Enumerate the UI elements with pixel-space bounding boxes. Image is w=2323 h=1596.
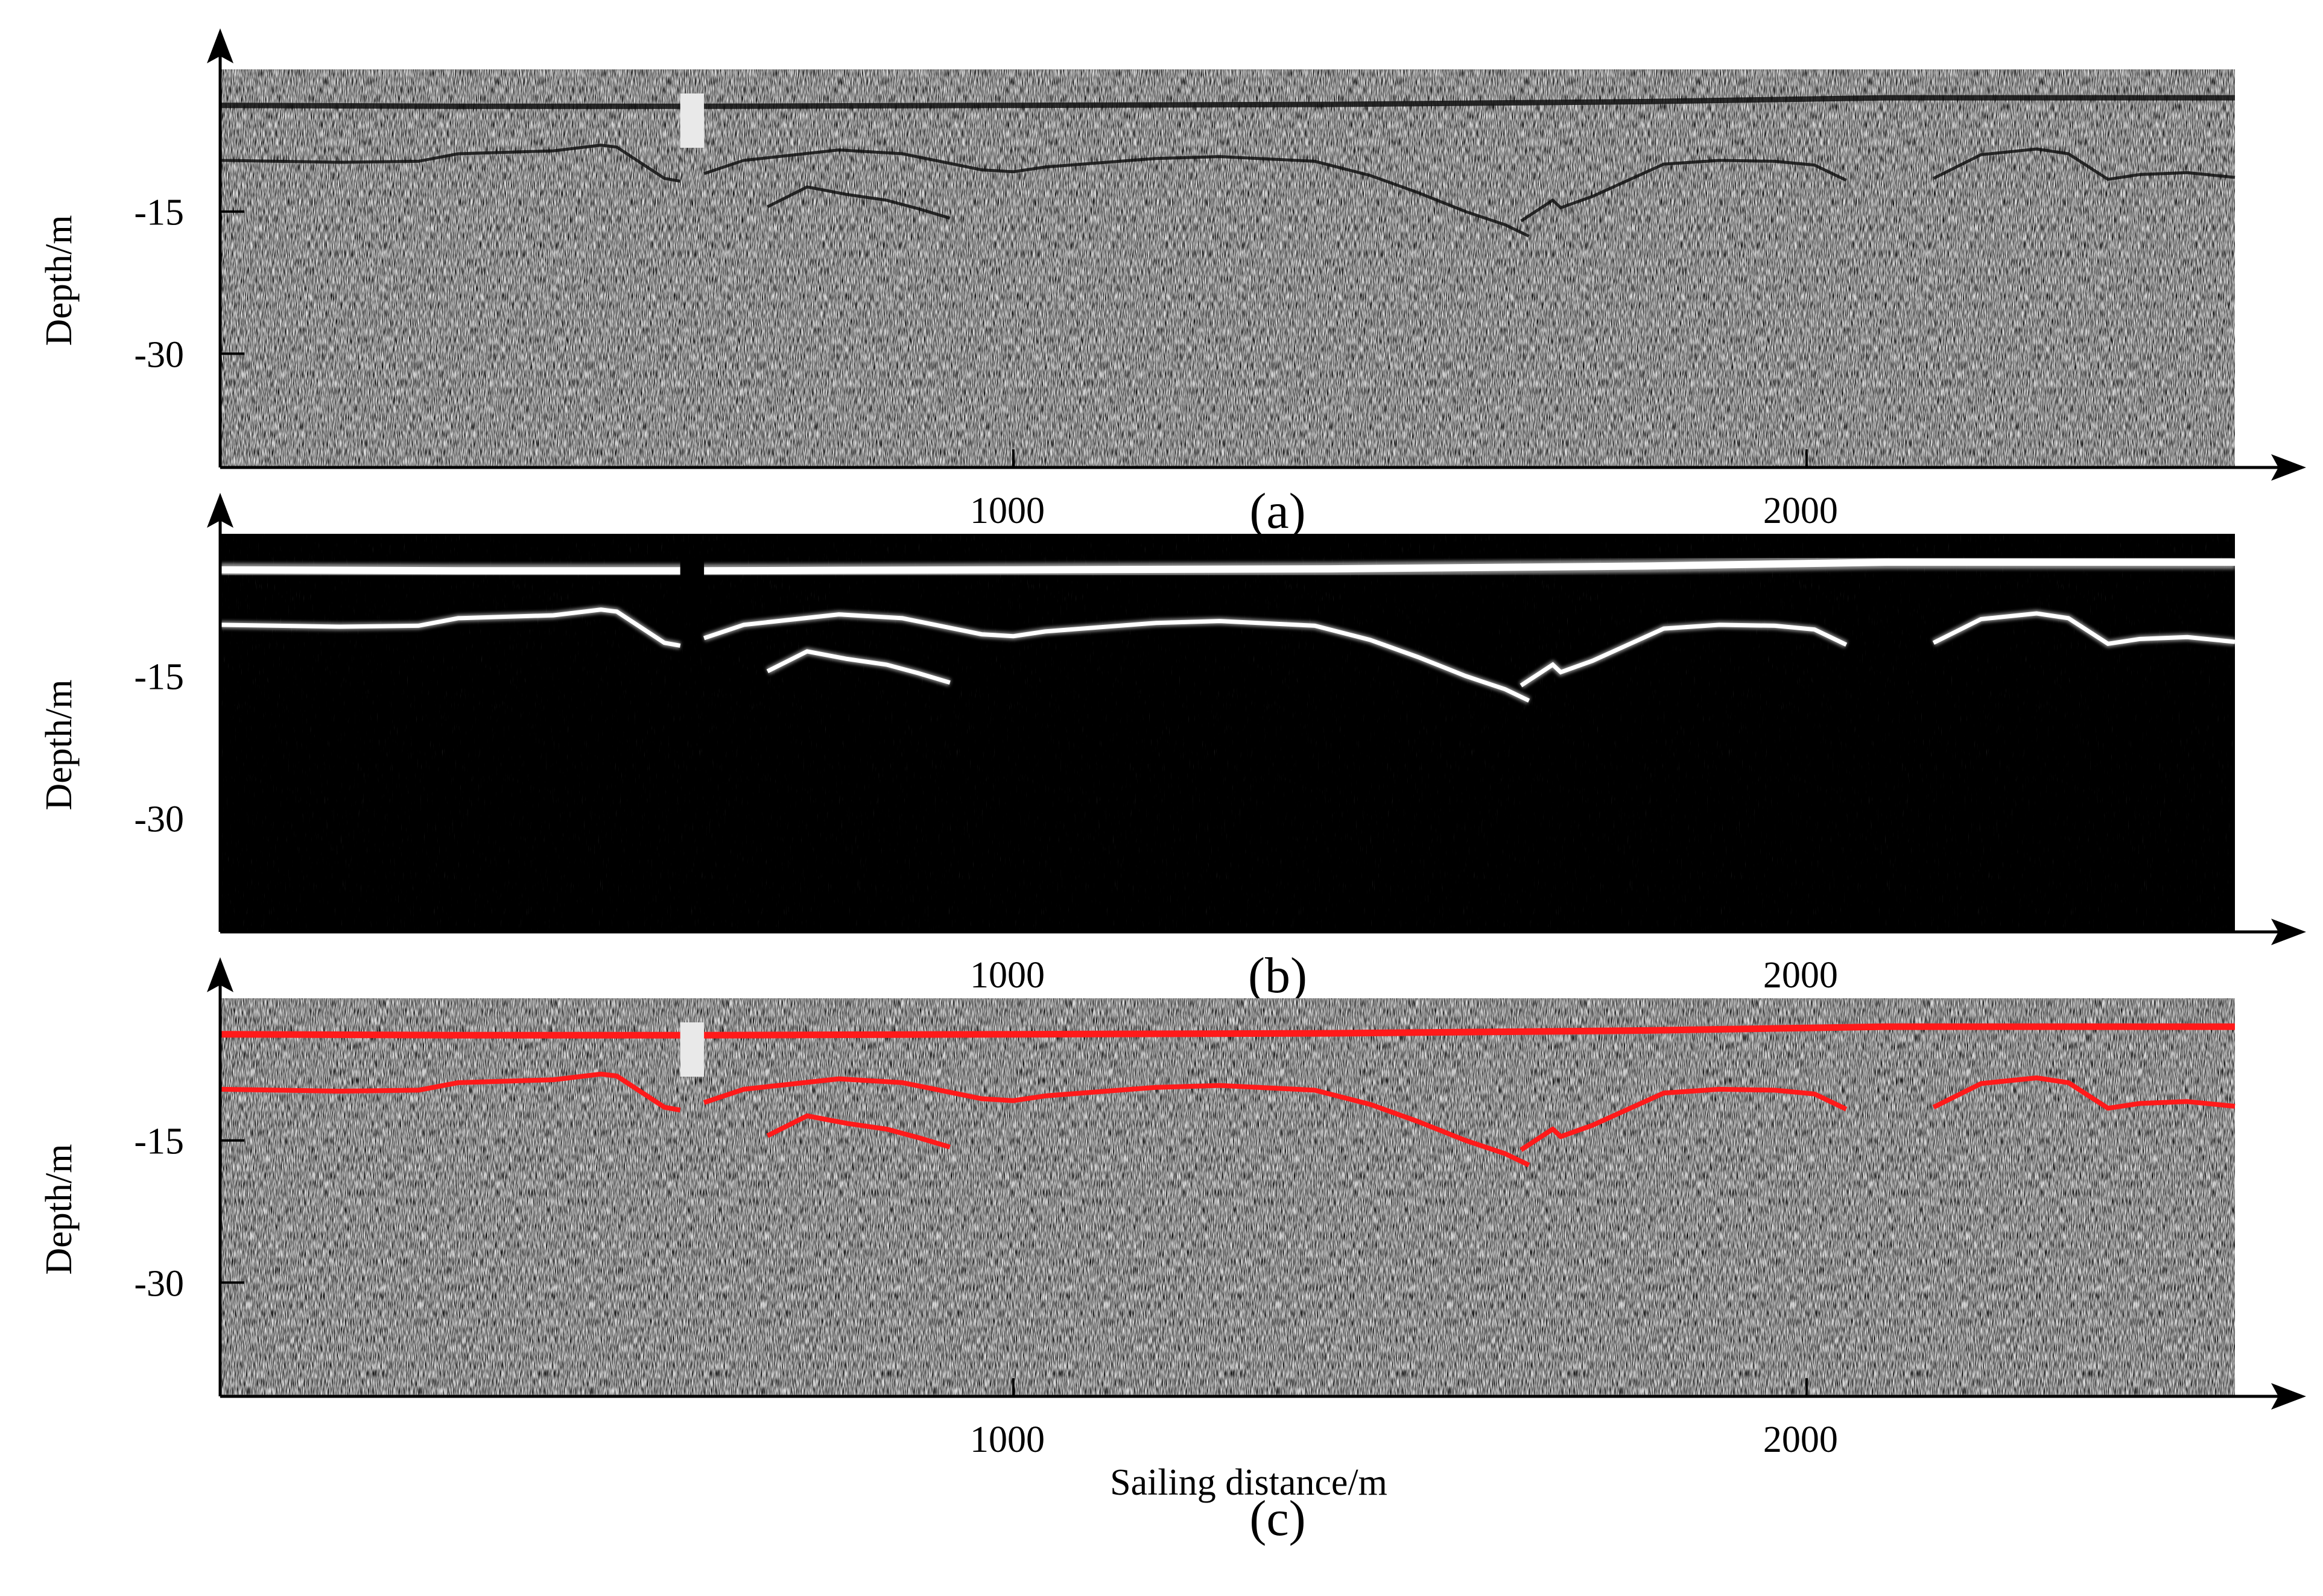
reflector-seabed bbox=[220, 559, 2235, 575]
data-gap bbox=[680, 1022, 705, 1077]
y-tick-label: -30 bbox=[134, 1263, 184, 1304]
panel-label: (a) bbox=[1249, 483, 1305, 539]
panel-label: (b) bbox=[1248, 948, 1307, 1004]
y-tick-label: -15 bbox=[134, 192, 184, 233]
x-tick-label: 2000 bbox=[1763, 1419, 1838, 1460]
detected-boundary-sub-bottom-3 bbox=[1520, 1086, 1848, 1152]
reflector-sub-bottom-1 bbox=[220, 607, 681, 648]
reflector-sub-bottom-3 bbox=[1520, 159, 1847, 223]
panel-a: -15 -30 1000 2000 Depth/m (a) bbox=[39, 28, 2306, 539]
x-tick-label: 2000 bbox=[1763, 490, 1838, 531]
reflector-sub-bottom-2 bbox=[703, 148, 1530, 238]
x-axis-title: Sailing distance/m bbox=[1110, 1462, 1387, 1503]
detected-boundary-sub-bottom-1 bbox=[220, 1071, 681, 1113]
reflector-sub-bottom-2 bbox=[703, 612, 1530, 703]
x-axis-arrow bbox=[2271, 1383, 2306, 1410]
panel-c: -15 -30 1000 2000 Depth/m (c) bbox=[39, 957, 2306, 1547]
x-tick-label: 1000 bbox=[970, 490, 1045, 531]
reflector-sub-bottom-4 bbox=[1933, 147, 2236, 181]
x-tick-label: 1000 bbox=[970, 955, 1045, 996]
data-gap bbox=[680, 558, 705, 612]
profile-noise-texture bbox=[220, 998, 2235, 1396]
profile-noise-texture bbox=[220, 534, 2235, 932]
y-tick-label: -30 bbox=[134, 799, 184, 840]
y-axis-arrow bbox=[207, 493, 233, 528]
y-axis-title: Depth/m bbox=[39, 680, 80, 811]
x-tick-label: 2000 bbox=[1763, 955, 1838, 996]
y-tick-label: -15 bbox=[134, 657, 184, 698]
panel-b: -15 -30 1000 2000 Depth/m (b) bbox=[39, 493, 2306, 1004]
reflector-deep-1 bbox=[767, 185, 951, 220]
panel-label: (c) bbox=[1249, 1490, 1305, 1547]
detected-boundary-sub-bottom-4 bbox=[1932, 1075, 2236, 1111]
detected-boundary-deep-1 bbox=[766, 1113, 951, 1150]
x-axis-arrow bbox=[2271, 454, 2306, 481]
reflector-sub-bottom-4 bbox=[1932, 611, 2236, 646]
x-axis-arrow bbox=[2271, 919, 2306, 945]
profile-noise-texture bbox=[220, 69, 2235, 467]
y-axis-title: Depth/m bbox=[39, 215, 80, 346]
detected-boundary-sub-bottom-2 bbox=[703, 1076, 1530, 1168]
y-axis-arrow bbox=[207, 957, 233, 992]
x-tick-label: 1000 bbox=[970, 1419, 1045, 1460]
data-gap bbox=[680, 93, 705, 148]
y-tick-label: -30 bbox=[134, 334, 184, 375]
detected-boundary-seabed bbox=[220, 1023, 2235, 1039]
reflector-sub-bottom-1 bbox=[220, 144, 681, 183]
reflector-seabed bbox=[220, 95, 2235, 109]
y-axis-arrow bbox=[207, 28, 233, 63]
reflector-sub-bottom-3 bbox=[1520, 622, 1848, 688]
reflector-deep-1 bbox=[766, 649, 951, 685]
y-axis-title: Depth/m bbox=[39, 1144, 80, 1275]
y-tick-label: -15 bbox=[134, 1121, 184, 1162]
